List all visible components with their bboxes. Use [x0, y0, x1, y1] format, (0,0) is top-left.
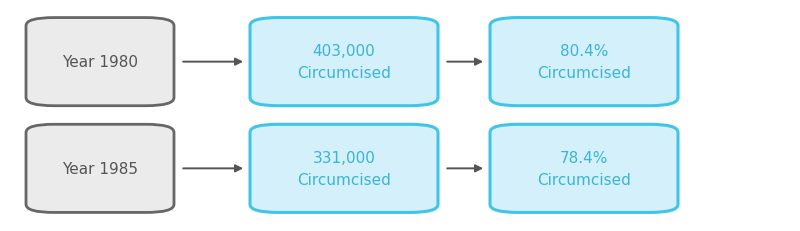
Text: 80.4%
Circumcised: 80.4% Circumcised — [537, 44, 631, 81]
FancyBboxPatch shape — [250, 18, 438, 106]
FancyBboxPatch shape — [490, 18, 678, 106]
Text: Year 1980: Year 1980 — [62, 55, 138, 70]
FancyBboxPatch shape — [490, 125, 678, 213]
FancyBboxPatch shape — [26, 125, 174, 213]
FancyBboxPatch shape — [250, 125, 438, 213]
Text: 331,000
Circumcised: 331,000 Circumcised — [297, 150, 391, 187]
Text: 78.4%
Circumcised: 78.4% Circumcised — [537, 150, 631, 187]
Text: Year 1985: Year 1985 — [62, 161, 138, 176]
Text: 403,000
Circumcised: 403,000 Circumcised — [297, 44, 391, 81]
FancyBboxPatch shape — [26, 18, 174, 106]
